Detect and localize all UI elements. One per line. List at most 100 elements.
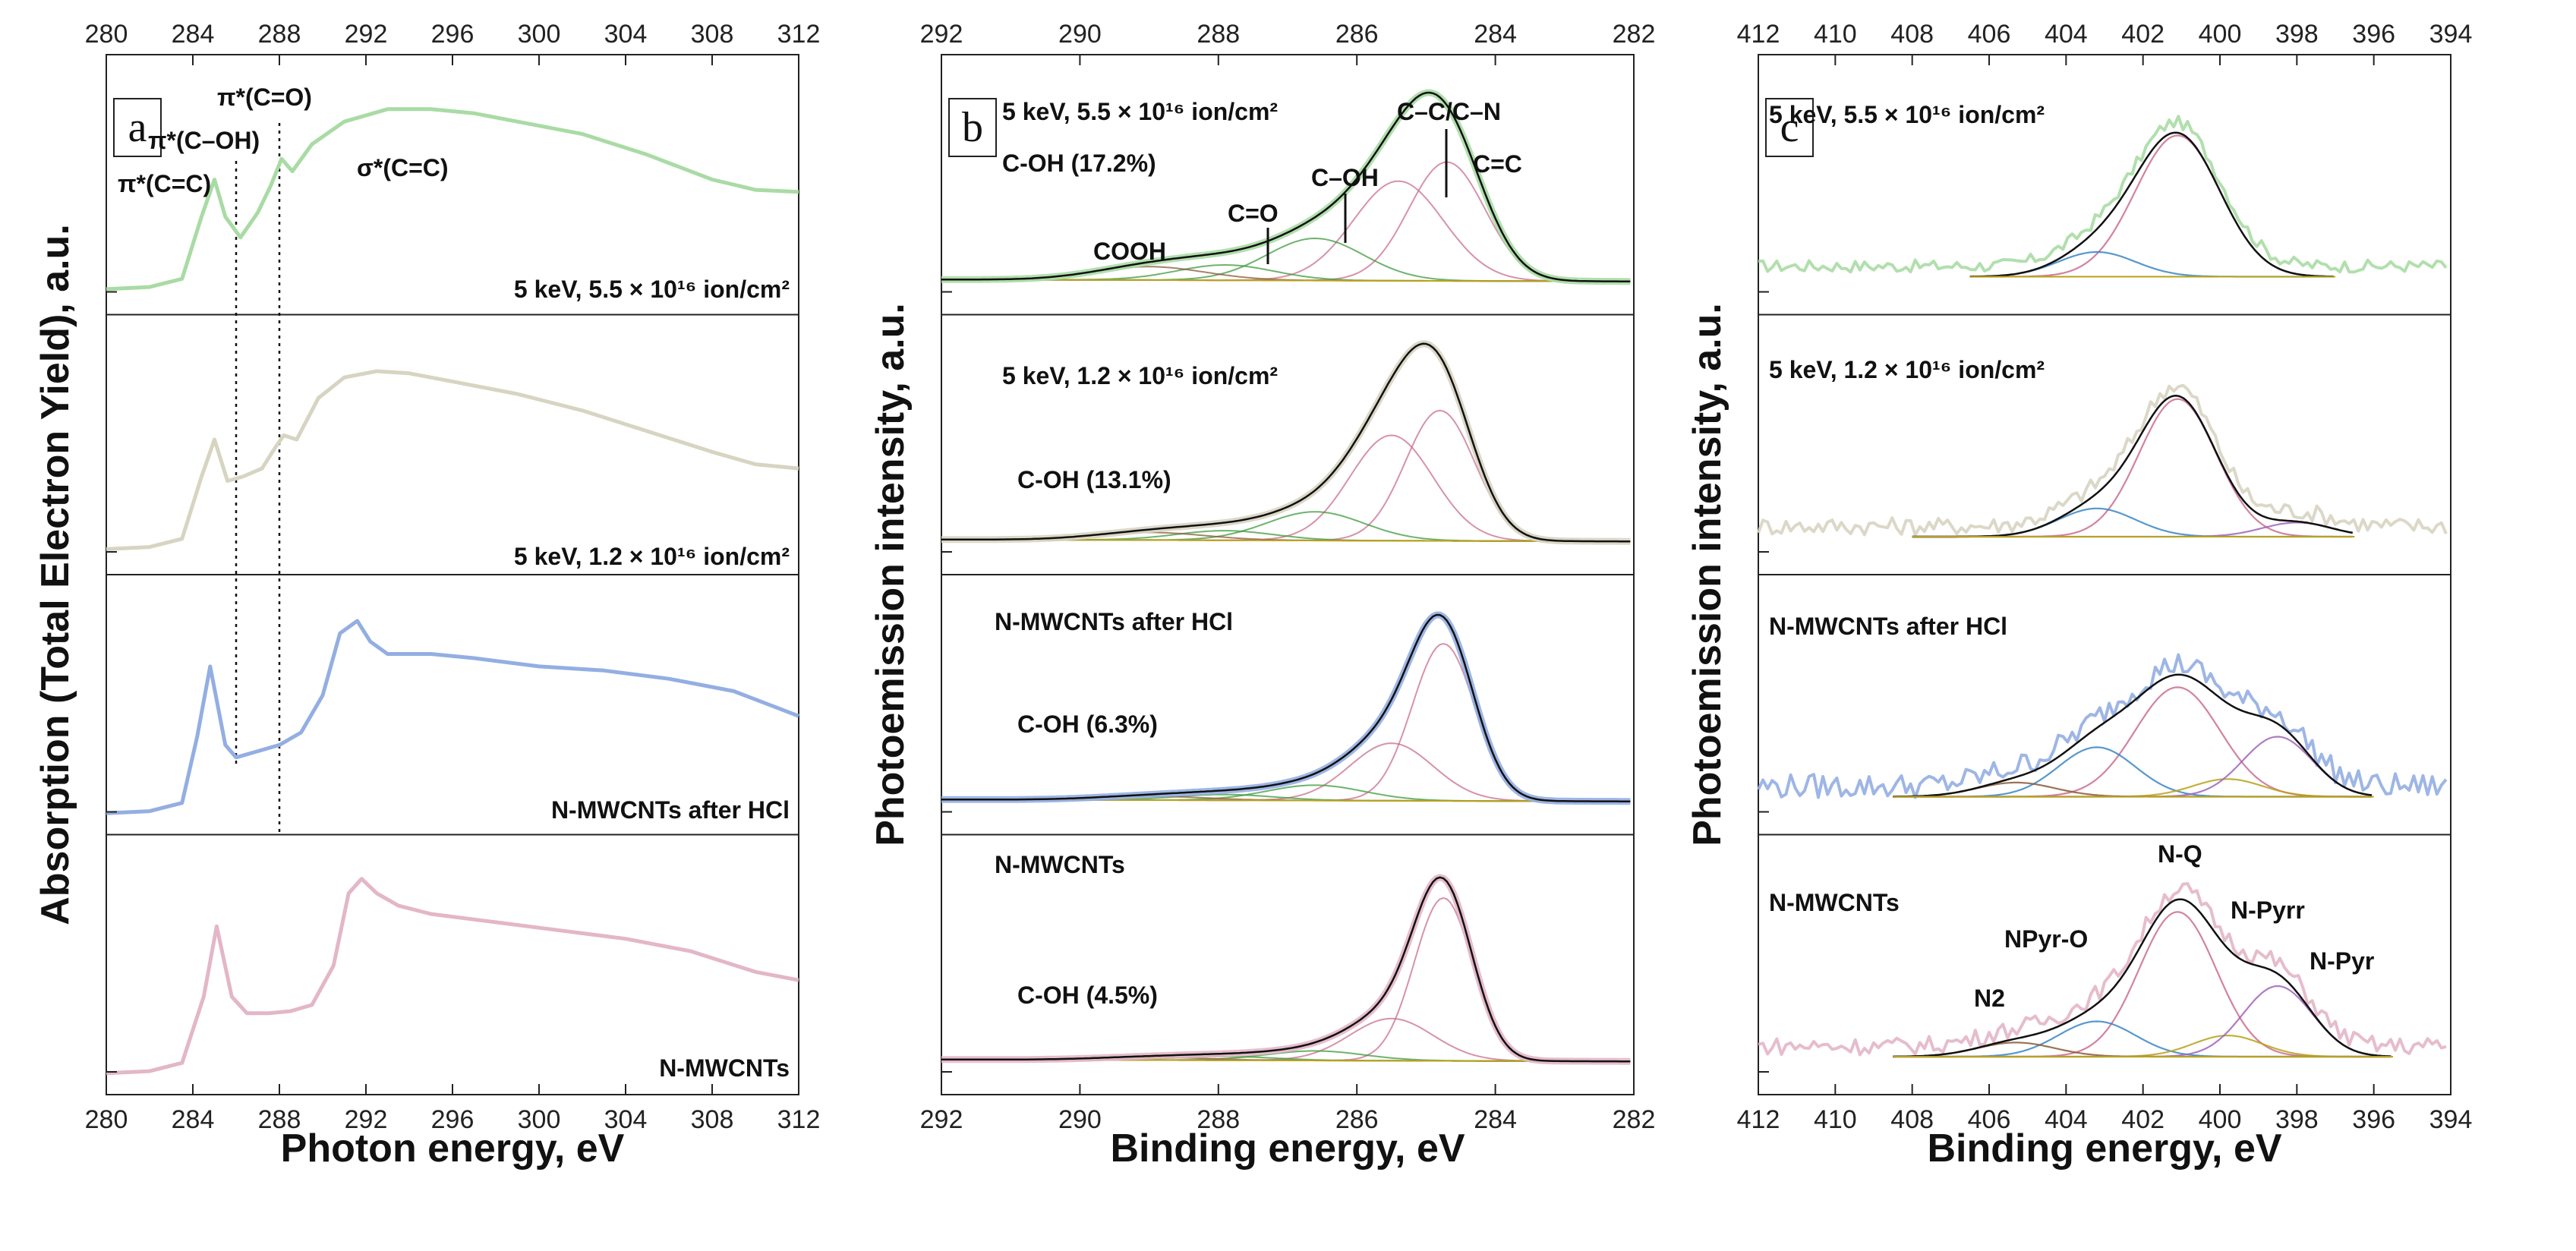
panel-c-data-4 [1758, 882, 2447, 1057]
panel-b-fit-2 [941, 342, 1631, 543]
panel-c-component-n-q [1893, 686, 2373, 798]
c-bottom-tick-label: 406 [1968, 1105, 2011, 1134]
c-bottom-tick-label: 410 [1814, 1105, 1857, 1134]
annot-cc-cn: C–C/C–N [1397, 98, 1501, 125]
panel-a-letter-box [113, 98, 162, 157]
panel-c-component-n-pyrr [1893, 778, 2373, 798]
b-top-tick-label: 284 [1474, 20, 1517, 49]
annot-npyr: N-Pyr [2310, 947, 2374, 975]
panel-c-label-2: 5 keV, 1.2 × 10¹⁶ ion/cm² [1769, 356, 2045, 383]
panel-a-ticks: 280 280 284 284 288 288 292 292 296 296 300 300 304 3… [85, 20, 821, 1134]
annot-n2: N2 [1974, 985, 2005, 1012]
annot-co: C=O [1228, 200, 1279, 227]
panel-c-component-n-q [1969, 134, 2334, 278]
panel-b-letter: b [962, 104, 983, 151]
a-bottom-tick-label: 288 [258, 1105, 301, 1134]
a-top-tick-label: 292 [345, 20, 388, 49]
b-bottom-tick-label: 290 [1058, 1105, 1102, 1134]
panel-a-spectrum-1 [106, 107, 799, 291]
panel-b-data-4 [941, 874, 1631, 1065]
panel-c-fit-1 [1969, 131, 2334, 278]
panel-b-label-3: N-MWCNTs after HCl [995, 608, 1233, 635]
panel-c-xlabel: Binding energy, eV [1927, 1127, 2281, 1171]
a-bottom-tick-label: 296 [431, 1105, 475, 1134]
c-bottom-tick-label: 408 [1890, 1105, 1934, 1134]
panel-b-component-c-c-c-n [941, 742, 1631, 802]
annot-pi-co: π*(C=O) [217, 84, 312, 111]
panel-b-xlabel: Binding energy, eV [1110, 1127, 1465, 1171]
b-top-tick-label: 292 [920, 20, 963, 49]
annot-nq: N-Q [2158, 840, 2202, 868]
panel-b: 292 292 290 290 288 288 286 286 284 284 282 282 b 5… [869, 20, 1655, 1171]
panel-a-spectrum-2 [106, 369, 799, 551]
panel-b-ticks: 292 292 290 290 288 288 286 286 284 284 282 282 [920, 20, 1656, 1134]
annot-pi-cc: π*(C=C) [118, 170, 211, 197]
panel-a-label-3: N-MWCNTs after HCl [551, 796, 790, 824]
c-top-tick-label: 412 [1737, 20, 1780, 49]
panel-c-fit-4 [1893, 898, 2392, 1058]
panel-b-curves [941, 89, 1631, 1065]
a-bottom-tick-label: 304 [604, 1105, 648, 1134]
panel-b-fit-3 [941, 613, 1631, 802]
c-top-tick-label: 398 [2275, 20, 2319, 49]
a-top-tick-label: 288 [258, 20, 301, 49]
panel-c-component-n-q [1912, 398, 2353, 538]
panel-a-letter: a [128, 104, 147, 151]
a-bottom-tick-label: 280 [85, 1105, 128, 1134]
c-top-tick-label: 404 [2045, 20, 2088, 49]
panel-a-spectrum-3 [106, 619, 799, 815]
c-bottom-tick-label: 412 [1737, 1105, 1780, 1134]
a-bottom-tick-label: 312 [777, 1105, 821, 1134]
panel-a-dotted-lines [235, 123, 281, 835]
b-bottom-tick-label: 282 [1613, 1105, 1656, 1134]
b-top-tick-label: 282 [1613, 20, 1656, 49]
panel-c-label-3: N-MWCNTs after HCl [1769, 613, 2007, 640]
c-top-tick-label: 410 [1814, 20, 1857, 49]
b-bottom-tick-label: 292 [920, 1105, 963, 1134]
panel-b-data-3 [941, 611, 1631, 805]
c-bottom-tick-label: 394 [2429, 1105, 2473, 1134]
c-top-tick-label: 394 [2429, 20, 2473, 49]
panel-c-ylabel: Photoemission intensity, a.u. [1685, 303, 1729, 846]
panel-c-label-1: 5 keV, 5.5 × 10¹⁶ ion/cm² [1769, 101, 2045, 128]
panel-c-data-1 [1758, 115, 2448, 274]
b-bottom-tick-label: 288 [1197, 1105, 1240, 1134]
c-bottom-tick-label: 400 [2199, 1105, 2242, 1134]
panel-b-component-c-c [941, 896, 1631, 1063]
panel-b-fit-4 [941, 876, 1631, 1063]
c-top-tick-label: 406 [1968, 20, 2011, 49]
panel-b-coh-4: C-OH (4.5%) [1017, 982, 1158, 1009]
panel-a-dividers [106, 314, 799, 836]
panel-b-ylabel: Photoemission intensity, a.u. [869, 303, 913, 846]
panel-c-fit-3 [1893, 673, 2373, 798]
annot-coh: C–OH [1311, 164, 1379, 191]
a-top-tick-label: 284 [172, 20, 215, 49]
panel-a-spectrum-4 [106, 877, 799, 1076]
a-top-tick-label: 296 [431, 20, 475, 49]
a-bottom-tick-label: 300 [518, 1105, 561, 1134]
panel-c-label-4: N-MWCNTs [1769, 889, 1900, 916]
a-top-tick-label: 308 [691, 20, 734, 49]
panel-b-fit-1 [941, 91, 1631, 282]
a-top-tick-label: 280 [85, 20, 128, 49]
panel-b-letter-box [948, 98, 997, 157]
c-top-tick-label: 402 [2121, 20, 2165, 49]
annot-pi-coh: π*(C–OH) [148, 127, 260, 154]
c-top-tick-label: 400 [2199, 20, 2242, 49]
panel-c-data-2 [1757, 383, 2448, 537]
annot-npyrr: N-Pyrr [2231, 896, 2305, 924]
panel-b-coh-2: C-OH (13.1%) [1017, 466, 1171, 493]
a-top-tick-label: 300 [518, 20, 561, 49]
c-bottom-tick-label: 402 [2121, 1105, 2165, 1134]
c-top-tick-label: 396 [2352, 20, 2395, 49]
b-bottom-tick-label: 284 [1474, 1105, 1517, 1134]
annot-npyr-o: NPyr-O [2004, 925, 2088, 953]
panel-c-letter-box [1765, 98, 1814, 157]
a-bottom-tick-label: 284 [172, 1105, 215, 1134]
panel-a-ylabel: Absorption (Total Electron Yield), a.u. [33, 224, 77, 925]
panel-c-dividers [1758, 314, 2451, 836]
panel-c: 412 412 410 410 408 408 406 406 404 404 402 402 400 4… [1685, 20, 2472, 1171]
c-bottom-tick-label: 404 [2045, 1105, 2088, 1134]
panel-a-label-2: 5 keV, 1.2 × 10¹⁶ ion/cm² [514, 543, 790, 570]
